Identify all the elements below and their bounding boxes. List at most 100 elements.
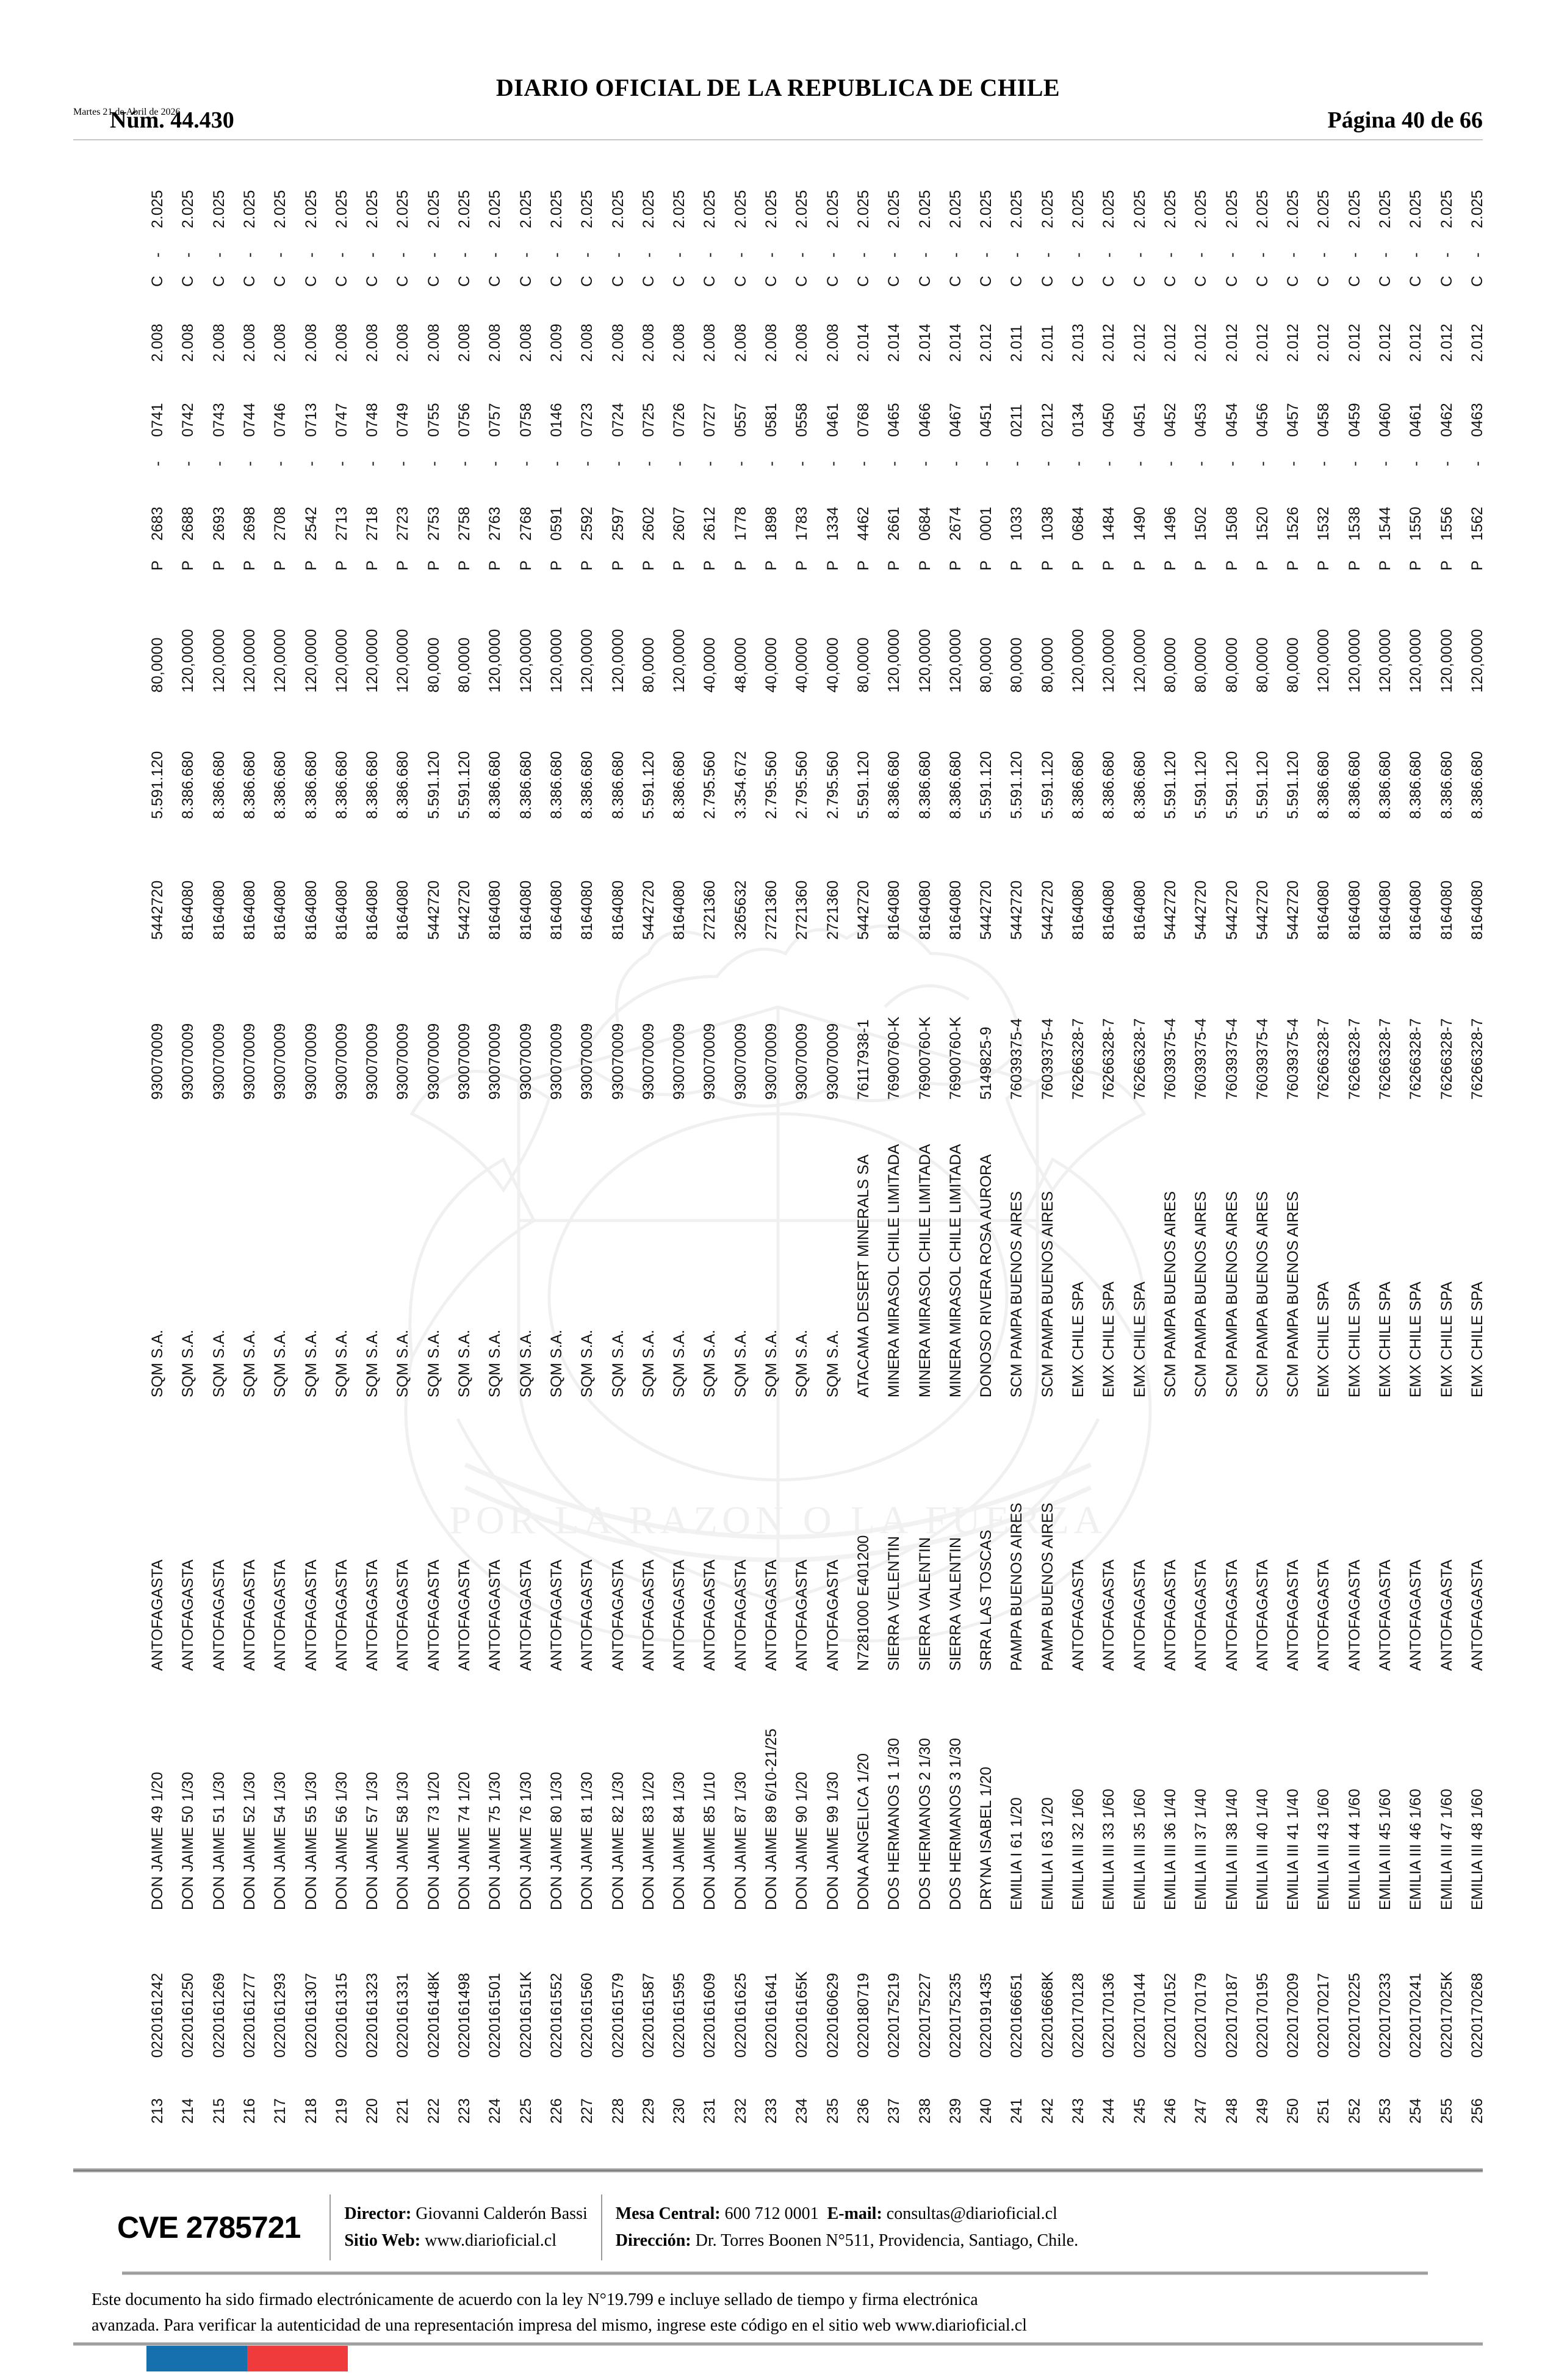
flag-p: P (456, 560, 473, 571)
footer-divider-top (73, 2168, 1483, 2173)
dash-2: - (578, 252, 596, 258)
company-name: EMX CHILE SPA (1407, 1282, 1425, 1397)
company-rut: 930070009 (179, 1023, 197, 1100)
register-number: 1508 (1223, 507, 1241, 541)
location: ANTOFAGASTA (701, 1559, 719, 1671)
concession-code: 0220161242 (149, 1972, 166, 2058)
amount-2: 5.591.120 (1192, 751, 1210, 819)
flag-p: P (1039, 560, 1056, 571)
folio-year: 2.008 (732, 323, 749, 362)
dash-2: - (1315, 252, 1333, 258)
register-number: 2698 (240, 507, 258, 541)
concession-name: EMILIA III 36 1/40 (1161, 1789, 1179, 1910)
dash-1: - (1100, 461, 1118, 466)
company-name: SCM PAMPA BUENOS AIRES (1039, 1191, 1056, 1397)
dash-2: - (793, 252, 811, 258)
location: ANTOFAGASTA (1468, 1559, 1486, 1671)
flag-c: C (578, 275, 596, 287)
flag-c: C (272, 275, 289, 287)
dash-2: - (1192, 252, 1210, 258)
folio-year: 2.008 (456, 323, 473, 362)
dash-2: - (916, 252, 934, 258)
table-row: 255 022017025K EMILIA III 47 1/60 ANTOFAGAS… (1431, 153, 1463, 2124)
year: 2.025 (1131, 190, 1148, 228)
flag-c: C (978, 275, 995, 287)
register-number: 1526 (1284, 507, 1302, 541)
year: 2.025 (916, 190, 934, 228)
site-url[interactable]: www.diarioficial.cl (425, 2231, 556, 2250)
concession-name: EMILIA III 46 1/60 (1407, 1789, 1425, 1910)
register-number: 1490 (1131, 507, 1148, 541)
amount-1: 8164080 (946, 880, 964, 940)
company-rut: 76266328-7 (1070, 1018, 1087, 1100)
location: ANTOFAGASTA (486, 1559, 504, 1671)
flag-c: C (364, 275, 381, 287)
dash-1: - (885, 461, 903, 466)
flag-c: C (1008, 275, 1026, 287)
hectares: 80,0000 (1284, 637, 1302, 693)
register-number: 2753 (425, 507, 442, 541)
amount-2: 5.591.120 (854, 751, 872, 819)
hectares: 40,0000 (763, 637, 780, 693)
year: 2.025 (456, 190, 473, 228)
email-value[interactable]: consultas@diarioficial.cl (886, 2204, 1057, 2223)
amount-1: 8164080 (272, 880, 289, 940)
flag-c: C (456, 275, 473, 287)
folio-number: 0725 (639, 403, 657, 437)
company-rut: 76266328-7 (1315, 1018, 1333, 1100)
register-number: 1038 (1039, 507, 1056, 541)
year: 2.025 (824, 190, 841, 228)
register-number: 1502 (1192, 507, 1210, 541)
dash-1: - (1315, 461, 1333, 466)
location: ANTOFAGASTA (1100, 1559, 1118, 1671)
folio-number: 0724 (609, 403, 627, 437)
location: ANTOFAGASTA (1192, 1559, 1210, 1671)
location: ANTOFAGASTA (1284, 1559, 1302, 1671)
location: ANTOFAGASTA (1407, 1559, 1425, 1671)
flag-c: C (1223, 275, 1241, 287)
dash-1: - (1039, 461, 1056, 466)
folio-year: 2.014 (854, 323, 872, 362)
amount-1: 8164080 (885, 880, 903, 940)
folio-year: 2.011 (1039, 325, 1056, 362)
flag-p: P (916, 560, 934, 571)
year: 2.025 (364, 190, 381, 228)
amount-2: 8.386.680 (1100, 751, 1118, 819)
location: ANTOFAGASTA (1253, 1559, 1271, 1671)
dash-1: - (763, 461, 780, 466)
amount-2: 8.386.680 (671, 751, 688, 819)
row-index: 239 (946, 2098, 964, 2124)
flag-p: P (578, 560, 596, 571)
company-rut: 930070009 (394, 1023, 412, 1100)
flag-c: C (1131, 275, 1148, 287)
row-index: 234 (793, 2098, 811, 2124)
location: ANTOFAGASTA (302, 1559, 320, 1671)
year: 2.025 (885, 190, 903, 228)
register-number: 2683 (149, 507, 166, 541)
hectares: 120,0000 (547, 629, 565, 693)
concession-code: 0220160629 (824, 1972, 841, 2058)
folio-year: 2.012 (1407, 323, 1425, 362)
amount-2: 8.386.680 (210, 751, 228, 819)
folio-year: 2.008 (149, 323, 166, 362)
concession-code: 0220161552 (547, 1972, 565, 2058)
row-index: 244 (1100, 2098, 1118, 2124)
amount-1: 8164080 (1315, 880, 1333, 940)
dash-2: - (333, 252, 350, 258)
table-row: 252 0220170225 EMILIA III 44 1/60 ANTOFAGAS… (1339, 153, 1371, 2124)
hectares: 120,0000 (1131, 629, 1148, 693)
concession-code: 0220161250 (179, 1972, 197, 2058)
hectares: 120,0000 (671, 629, 688, 693)
folio-number: 0747 (333, 403, 350, 437)
folio-year: 2.008 (578, 323, 596, 362)
company-rut: 930070009 (547, 1023, 565, 1100)
row-index: 248 (1223, 2098, 1241, 2124)
year: 2.025 (1161, 190, 1179, 228)
concession-name: DON JAIME 52 1/30 (240, 1772, 258, 1910)
table-row: 242 022016668K EMILIA I 63 1/20 PAMPA BUENO… (1032, 153, 1064, 2124)
folio-year: 2.012 (1161, 323, 1179, 362)
concession-code: 0220161498 (456, 1972, 473, 2058)
location: ANTOFAGASTA (1070, 1559, 1087, 1671)
concession-name: EMILIA III 40 1/40 (1253, 1789, 1271, 1910)
company-rut: 930070009 (671, 1023, 688, 1100)
